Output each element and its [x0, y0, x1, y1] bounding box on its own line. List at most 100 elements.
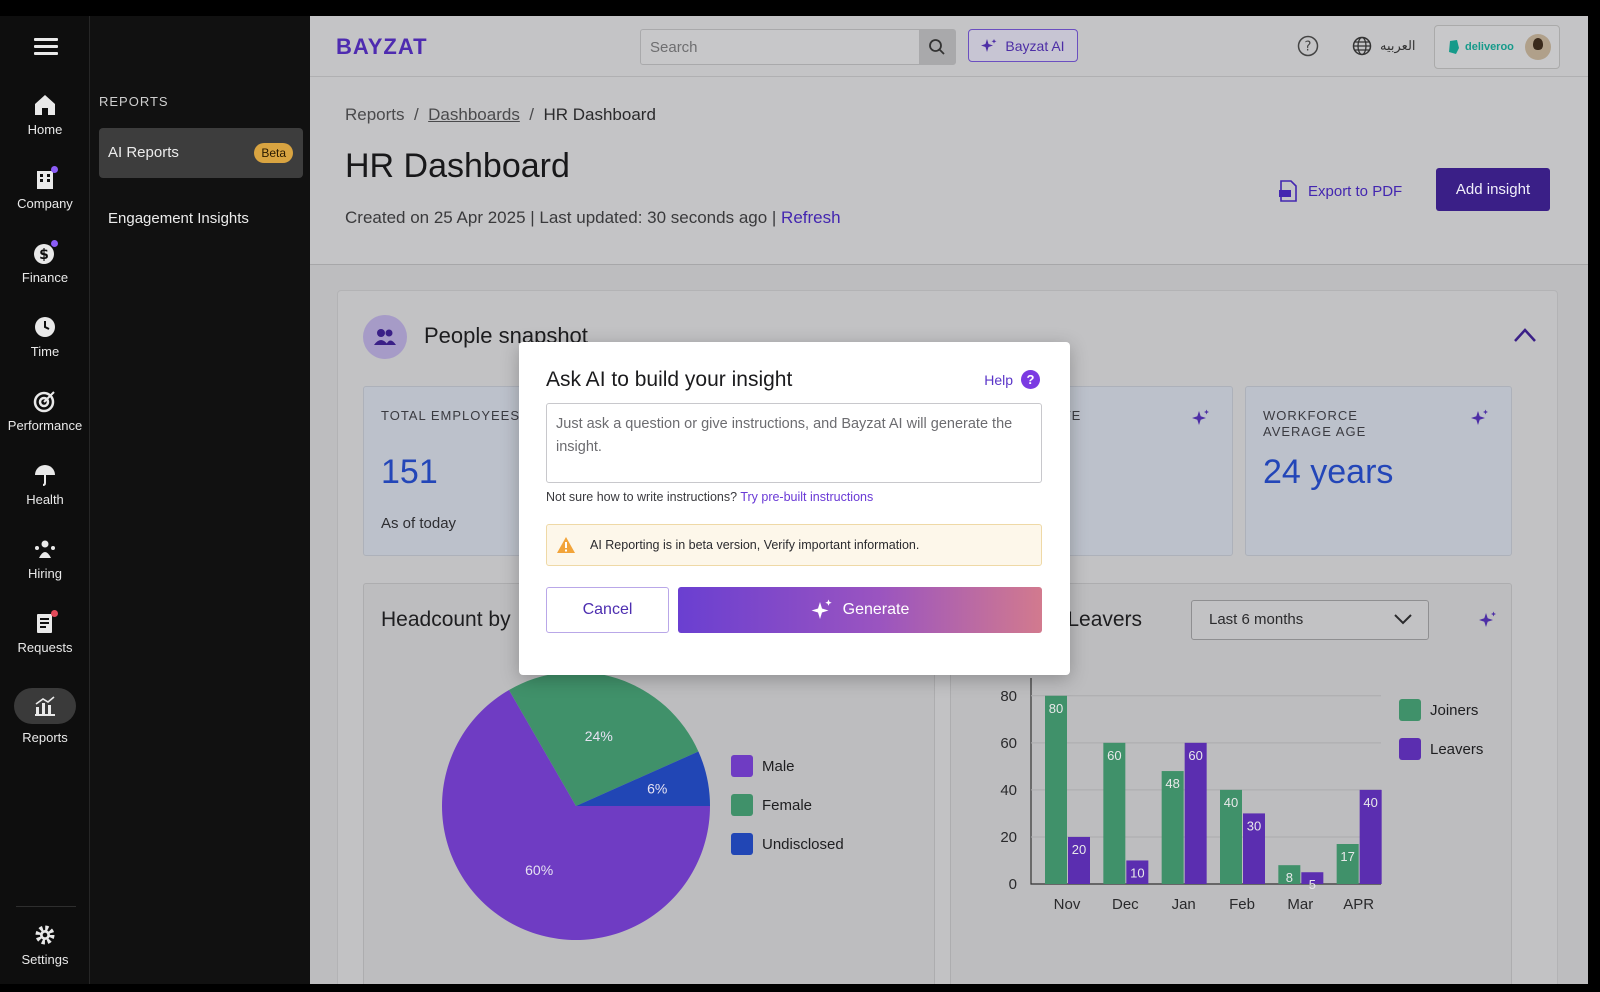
warning-icon [557, 537, 575, 553]
nav-hiring-label: Hiring [28, 566, 62, 581]
legend-label: Male [762, 757, 795, 775]
ai-insight-modal: Ask AI to build your insight Help ? Not … [519, 342, 1070, 675]
search-box: Search [640, 29, 956, 65]
subnav-item-label: AI Reports [108, 144, 179, 161]
bar-joiners-feb[interactable] [1220, 789, 1242, 884]
page-title: HR Dashboard [345, 147, 570, 185]
umbrella-icon [32, 462, 58, 488]
bar-value-label: 60 [1107, 748, 1121, 763]
insight-prompt-input[interactable] [546, 403, 1042, 483]
add-insight-button[interactable]: Add insight [1436, 168, 1550, 211]
search-button[interactable] [919, 30, 955, 64]
legend-item-leavers[interactable]: Leavers [1399, 738, 1483, 760]
pie-label-female: 24% [585, 728, 613, 744]
prebuilt-instructions-link[interactable]: Try pre-built instructions [740, 490, 874, 504]
joiners-leavers-bar-chart: 0 20 40 60 80 80 20 Nov 60 10 Dec 48 60 Jan 40 30 Feb 8 5 M… [1000, 678, 1382, 913]
clock-icon [32, 314, 58, 340]
nav-finance[interactable]: $ Finance [0, 240, 90, 285]
bar-leavers-apr[interactable] [1359, 789, 1382, 884]
globe-icon [1352, 36, 1372, 56]
headcount-title: Headcount by [381, 608, 511, 631]
pie-slice-undisclosed[interactable] [576, 751, 710, 806]
refresh-link[interactable]: Refresh [781, 208, 841, 227]
hamburger-menu-icon[interactable] [34, 38, 58, 58]
nav-home[interactable]: Home [0, 92, 90, 137]
hiring-icon [32, 536, 58, 562]
bar-leavers-nov[interactable] [1068, 836, 1090, 884]
legend-item-female[interactable]: Female [731, 794, 844, 816]
nav-divider [16, 906, 76, 907]
search-input[interactable]: Search [650, 39, 698, 56]
legend-item-undisclosed[interactable]: Undisclosed [731, 833, 844, 855]
bayzat-ai-button[interactable]: Bayzat AI [968, 29, 1078, 62]
bar-joiners-nov[interactable] [1045, 695, 1067, 884]
bar-joiners-dec[interactable] [1103, 742, 1126, 884]
bar-joiners-mar[interactable] [1278, 865, 1301, 884]
nav-health[interactable]: Health [0, 462, 90, 507]
subnav-item-ai-reports[interactable]: AI Reports Beta [99, 128, 303, 178]
pie-slice-male[interactable] [441, 689, 710, 940]
legend-label: Leavers [1430, 740, 1484, 758]
reports-subnav: REPORTS AI Reports Beta Engagement Insig… [90, 16, 310, 984]
bar-leavers-mar[interactable] [1301, 872, 1324, 884]
meta-text: Created on 25 Apr 2025 | Last updated: 3… [345, 208, 782, 227]
building-icon [32, 166, 58, 192]
bar-value-label: 30 [1247, 818, 1261, 833]
nav-performance[interactable]: Performance [0, 388, 90, 433]
bar-leavers-dec[interactable] [1126, 860, 1149, 884]
nav-settings[interactable]: Settings [0, 922, 90, 967]
kangaroo-icon [1449, 40, 1459, 54]
period-value: Last 6 months [1209, 611, 1304, 628]
account-switcher[interactable]: deliveroo [1434, 25, 1560, 69]
bar-value-label: 60 [1188, 748, 1202, 763]
nav-requests-label: Requests [17, 640, 73, 655]
bar-value-label: 48 [1165, 776, 1179, 791]
generate-label: Generate [842, 601, 910, 618]
legend-swatch [1399, 738, 1421, 760]
nav-performance-label: Performance [7, 418, 83, 433]
chart-icon [14, 688, 76, 724]
sparkle-icon[interactable] [1479, 611, 1497, 629]
nav-time-label: Time [30, 344, 60, 359]
bar-leavers-jan[interactable] [1184, 742, 1207, 884]
sparkle-icon[interactable] [1192, 409, 1210, 427]
bayzat-logo[interactable]: BAYZAT [336, 34, 428, 59]
legend-swatch [1399, 699, 1421, 721]
cancel-button[interactable]: Cancel [546, 587, 669, 633]
y-tick-label: 0 [1009, 876, 1017, 893]
breadcrumb-dashboards[interactable]: Dashboards [428, 105, 520, 124]
pie-slice-female[interactable] [509, 672, 699, 806]
nav-reports[interactable]: Reports [0, 688, 90, 745]
page-meta: Created on 25 Apr 2025 | Last updated: 3… [345, 208, 841, 228]
modal-help-link[interactable]: Help ? [984, 370, 1040, 389]
nav-company[interactable]: Company [0, 166, 90, 211]
subnav-header: REPORTS [99, 94, 169, 109]
legend-item-male[interactable]: Male [731, 755, 844, 777]
legend-item-joiners[interactable]: Joiners [1399, 699, 1483, 721]
nav-hiring[interactable]: Hiring [0, 536, 90, 581]
top-bar: BAYZAT Search Bayzat AI ? العربيه delive… [310, 16, 1588, 77]
generate-button[interactable]: Generate [678, 587, 1042, 633]
bar-value-label: 20 [1072, 842, 1086, 857]
chevron-up-icon[interactable] [1513, 327, 1537, 343]
nav-requests[interactable]: Requests [0, 610, 90, 655]
language-switcher[interactable]: العربيه [1352, 36, 1416, 56]
svg-text:?: ? [1305, 40, 1312, 55]
stat-average-age: WORKFORCE AVERAGE AGE 24 years [1245, 386, 1512, 556]
bar-leavers-feb[interactable] [1243, 813, 1265, 884]
breadcrumb-reports[interactable]: Reports [345, 105, 405, 124]
x-tick-label: Feb [1229, 896, 1255, 913]
nav-time[interactable]: Time [0, 314, 90, 359]
export-label: Export to PDF [1308, 182, 1403, 200]
export-pdf-button[interactable]: Export to PDF [1278, 180, 1402, 202]
bayzat-ai-label: Bayzat AI [1005, 37, 1065, 54]
bar-joiners-jan[interactable] [1161, 771, 1184, 884]
period-select[interactable]: Last 6 months [1191, 600, 1429, 640]
help-icon[interactable]: ? [1297, 35, 1319, 57]
subnav-item-engagement-insights[interactable]: Engagement Insights [99, 194, 303, 244]
language-label: العربيه [1380, 38, 1416, 53]
stat-subtext: As of today [381, 515, 457, 532]
sparkle-icon[interactable] [1471, 409, 1489, 427]
bar-joiners-apr[interactable] [1336, 844, 1359, 884]
breadcrumb: Reports / Dashboards / HR Dashboard [345, 105, 656, 124]
